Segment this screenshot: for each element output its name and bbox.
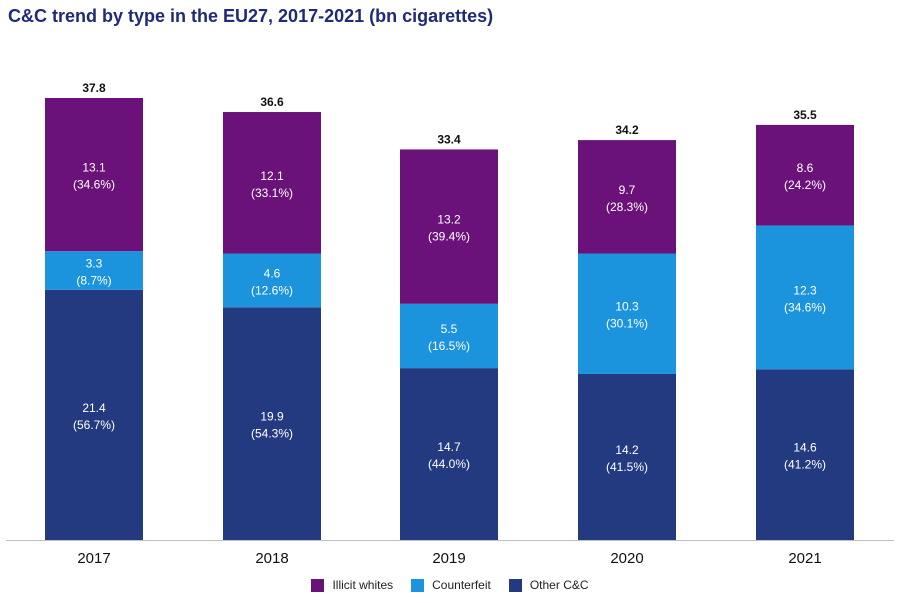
- legend-swatch-illicit-whites: [311, 578, 325, 592]
- value-label-illicit-whites-2019: 13.2: [437, 213, 461, 227]
- stacked-bar-chart: 21.4 (56.7%) 3.3 (8.7%) 13.1 (34.6%) 37.8 2017 1…: [6, 81, 894, 567]
- bar-other-c-c-2018: [223, 307, 321, 540]
- legend-item-counterfeit: Counterfeit: [411, 578, 491, 592]
- pct-label-counterfeit-2021: (34.6%): [784, 300, 826, 314]
- x-tick-label-2019: 2019: [432, 550, 465, 567]
- value-label-other-c-c-2021: 14.6: [793, 441, 817, 455]
- x-tick-label-2020: 2020: [610, 550, 643, 567]
- value-label-counterfeit-2017: 3.3: [86, 256, 103, 270]
- bar-other-c-c-2021: [756, 369, 854, 540]
- total-label-2017: 37.8: [82, 81, 106, 95]
- legend-swatch-counterfeit: [411, 578, 425, 592]
- bar-other-c-c-2019: [400, 368, 498, 540]
- pct-label-counterfeit-2017: (8.7%): [76, 273, 111, 287]
- x-tick-label-2017: 2017: [77, 550, 110, 567]
- pct-label-other-c-c-2021: (41.2%): [784, 458, 826, 472]
- value-label-counterfeit-2020: 10.3: [615, 300, 639, 314]
- value-label-other-c-c-2019: 14.7: [437, 440, 461, 454]
- value-label-illicit-whites-2018: 12.1: [260, 169, 284, 183]
- bar-other-c-c-2020: [578, 373, 676, 540]
- bar-counterfeit-2020: [578, 253, 676, 374]
- value-label-illicit-whites-2020: 9.7: [619, 183, 636, 197]
- legend-item-illicit-whites: Illicit whites: [311, 578, 393, 592]
- total-label-2020: 34.2: [615, 123, 639, 137]
- legend-swatch-other-cc: [508, 578, 522, 592]
- bar-illicit-whites-2021: [756, 124, 854, 226]
- pct-label-illicit-whites-2018: (33.1%): [251, 186, 293, 200]
- pct-label-illicit-whites-2019: (39.4%): [428, 230, 470, 244]
- pct-label-counterfeit-2019: (16.5%): [428, 339, 470, 353]
- bar-illicit-whites-2018: [223, 112, 321, 254]
- pct-label-illicit-whites-2021: (24.2%): [784, 178, 826, 192]
- bar-counterfeit-2018: [223, 253, 321, 308]
- bar-counterfeit-2017: [45, 251, 143, 290]
- bar-illicit-whites-2019: [400, 149, 498, 304]
- x-tick-label-2018: 2018: [255, 550, 288, 567]
- pct-label-other-c-c-2018: (54.3%): [251, 427, 293, 441]
- legend-label-illicit-whites: Illicit whites: [332, 578, 394, 592]
- pct-label-other-c-c-2020: (41.5%): [606, 460, 648, 474]
- legend-item-other-cc: Other C&C: [508, 578, 589, 592]
- value-label-counterfeit-2019: 5.5: [441, 322, 458, 336]
- pct-label-counterfeit-2018: (12.6%): [251, 283, 293, 297]
- bar-illicit-whites-2020: [578, 140, 676, 254]
- bar-illicit-whites-2017: [45, 98, 143, 252]
- legend-label-other-cc: Other C&C: [529, 578, 589, 592]
- bar-counterfeit-2019: [400, 303, 498, 369]
- bar-other-c-c-2017: [45, 289, 143, 540]
- x-tick-label-2021: 2021: [788, 550, 821, 567]
- value-label-counterfeit-2018: 4.6: [264, 266, 281, 280]
- value-label-other-c-c-2018: 19.9: [260, 410, 284, 424]
- pct-label-counterfeit-2020: (30.1%): [606, 317, 648, 331]
- value-label-illicit-whites-2021: 8.6: [797, 161, 814, 175]
- total-label-2018: 36.6: [260, 95, 284, 109]
- total-label-2021: 35.5: [793, 108, 817, 122]
- legend: Illicit whites Counterfeit Other C&C: [0, 578, 900, 592]
- chart-title: C&C trend by type in the EU27, 2017-2021…: [8, 6, 494, 26]
- pct-label-illicit-whites-2017: (34.6%): [73, 178, 115, 192]
- bar-counterfeit-2021: [756, 225, 854, 370]
- total-label-2019: 33.4: [437, 132, 461, 146]
- value-label-illicit-whites-2017: 13.1: [82, 161, 106, 175]
- pct-label-other-c-c-2019: (44.0%): [428, 457, 470, 471]
- legend-label-counterfeit: Counterfeit: [432, 578, 491, 592]
- pct-label-other-c-c-2017: (56.7%): [73, 418, 115, 432]
- value-label-other-c-c-2020: 14.2: [615, 443, 639, 457]
- value-label-counterfeit-2021: 12.3: [793, 283, 817, 297]
- pct-label-illicit-whites-2020: (28.3%): [606, 200, 648, 214]
- value-label-other-c-c-2017: 21.4: [82, 401, 106, 415]
